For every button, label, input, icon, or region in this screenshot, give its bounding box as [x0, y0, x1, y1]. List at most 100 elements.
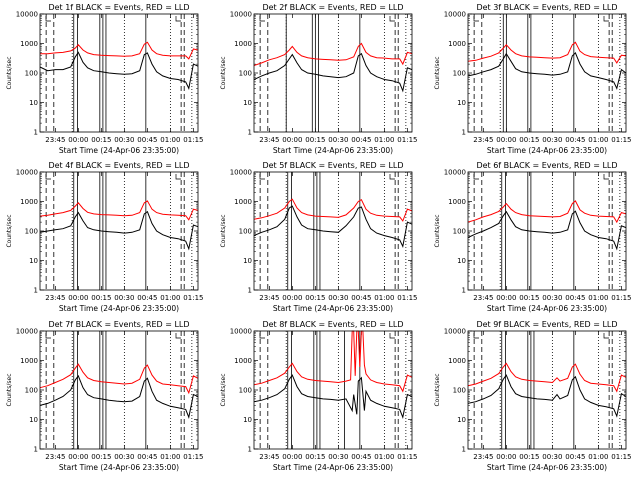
- corner-marker-glyph: [45, 16, 181, 22]
- y-tick-label: 100: [239, 228, 252, 236]
- panel-title: Det 3f BLACK = Events, RED = LLD: [476, 3, 617, 12]
- y-tick-label: 10: [29, 416, 38, 424]
- y-tick-label: 10: [29, 257, 38, 265]
- series-line-events: [253, 374, 413, 419]
- y-tick-label: 1000: [448, 357, 466, 365]
- x-axis-label: Start Time (24-Apr-06 23:35:00): [59, 304, 179, 313]
- x-tick-label: 00:30: [542, 453, 562, 461]
- y-tick-label: 1000: [234, 198, 252, 206]
- plot-frame: [253, 13, 413, 133]
- y-tick-label: 1: [34, 129, 38, 137]
- panel-det-5: Det 5f BLACK = Events, RED = LLD Counts/s…: [220, 161, 417, 313]
- x-axis-label: Start Time (24-Apr-06 23:35:00): [59, 463, 179, 472]
- x-tick-label: 00:45: [351, 136, 371, 144]
- y-tick-label: 10: [243, 257, 252, 265]
- y-tick-label: 10000: [230, 169, 252, 177]
- x-tick-label: 00:45: [137, 453, 157, 461]
- x-tick-label: 01:00: [374, 136, 394, 144]
- y-axis-label: Counts/sec: [220, 373, 227, 406]
- corner-marker-glyph: [259, 16, 395, 22]
- x-tick-label: 01:15: [183, 136, 203, 144]
- corner-marker-glyph: [45, 333, 181, 339]
- y-axis-label: Counts/sec: [434, 56, 441, 89]
- y-tick-label: 100: [25, 70, 38, 78]
- panel-title: Det 5f BLACK = Events, RED = LLD: [262, 161, 403, 170]
- x-tick-label: 00:00: [68, 136, 88, 144]
- panel-det-4: Det 4f BLACK = Events, RED = LLD Counts/s…: [6, 161, 203, 313]
- y-tick-label: 10: [457, 99, 466, 107]
- series-line-events: [253, 205, 413, 248]
- y-tick-label: 100: [239, 387, 252, 395]
- x-tick-label: 01:15: [397, 136, 417, 144]
- series-line-lld: [467, 41, 627, 64]
- y-tick-label: 100: [25, 228, 38, 236]
- panel-det-7: Det 7f BLACK = Events, RED = LLD Counts/s…: [6, 320, 203, 472]
- panel-title: Det 1f BLACK = Events, RED = LLD: [48, 3, 189, 12]
- y-tick-label: 100: [453, 228, 466, 236]
- series-line-events: [467, 210, 627, 251]
- series-line-events: [467, 374, 627, 418]
- x-tick-label: 00:00: [496, 136, 516, 144]
- x-tick-label: 01:00: [588, 294, 608, 302]
- corner-marker-glyph: [45, 174, 181, 180]
- x-tick-label: 00:15: [91, 294, 111, 302]
- x-tick-label: 00:15: [305, 453, 325, 461]
- y-tick-label: 100: [453, 387, 466, 395]
- panel-det-8: Det 8f BLACK = Events, RED = LLD Counts/s…: [220, 320, 417, 472]
- x-tick-label: 00:00: [68, 453, 88, 461]
- x-tick-label: 00:00: [496, 453, 516, 461]
- x-tick-label: 00:15: [91, 453, 111, 461]
- x-tick-label: 23:45: [45, 294, 65, 302]
- y-tick-label: 1: [462, 446, 466, 454]
- x-tick-label: 23:45: [473, 294, 493, 302]
- x-tick-label: 00:30: [114, 294, 134, 302]
- corner-marker-glyph: [473, 174, 609, 180]
- y-axis-label: Counts/sec: [434, 373, 441, 406]
- x-tick-label: 00:45: [351, 294, 371, 302]
- x-tick-label: 23:45: [259, 294, 279, 302]
- y-tick-label: 10000: [230, 11, 252, 19]
- x-tick-label: 01:15: [397, 453, 417, 461]
- plot-frame: [39, 330, 199, 450]
- plot-frame: [467, 171, 627, 291]
- x-tick-label: 00:45: [137, 136, 157, 144]
- y-tick-label: 1000: [448, 40, 466, 48]
- x-tick-label: 01:15: [183, 453, 203, 461]
- y-tick-label: 1: [248, 287, 252, 295]
- x-tick-label: 00:15: [519, 136, 539, 144]
- y-tick-label: 10: [29, 99, 38, 107]
- y-tick-label: 10: [457, 416, 466, 424]
- panel-det-2: Det 2f BLACK = Events, RED = LLD Counts/s…: [220, 3, 417, 155]
- x-tick-label: 00:45: [565, 136, 585, 144]
- y-tick-label: 100: [453, 70, 466, 78]
- x-tick-label: 01:00: [588, 136, 608, 144]
- x-tick-label: 23:45: [473, 136, 493, 144]
- x-tick-label: 00:30: [328, 136, 348, 144]
- x-tick-label: 01:15: [183, 294, 203, 302]
- x-tick-label: 00:15: [519, 294, 539, 302]
- x-tick-label: 01:00: [160, 294, 180, 302]
- x-tick-label: 01:15: [397, 294, 417, 302]
- y-tick-label: 1000: [20, 40, 38, 48]
- series-line-events: [253, 52, 413, 93]
- x-axis-label: Start Time (24-Apr-06 23:35:00): [273, 304, 393, 313]
- x-tick-label: 23:45: [45, 453, 65, 461]
- x-axis-label: Start Time (24-Apr-06 23:35:00): [487, 463, 607, 472]
- plot-frame: [467, 330, 627, 450]
- y-tick-label: 10000: [444, 328, 466, 336]
- x-axis-label: Start Time (24-Apr-06 23:35:00): [273, 463, 393, 472]
- x-axis-label: Start Time (24-Apr-06 23:35:00): [487, 146, 607, 155]
- y-tick-label: 10: [243, 99, 252, 107]
- panel-title: Det 7f BLACK = Events, RED = LLD: [48, 320, 189, 329]
- y-tick-label: 1: [248, 129, 252, 137]
- y-tick-label: 10000: [230, 328, 252, 336]
- y-tick-label: 100: [25, 387, 38, 395]
- x-tick-label: 01:00: [374, 294, 394, 302]
- y-tick-label: 10: [457, 257, 466, 265]
- x-tick-label: 00:30: [328, 294, 348, 302]
- x-tick-label: 00:15: [91, 136, 111, 144]
- x-tick-label: 00:15: [519, 453, 539, 461]
- series-line-events: [39, 374, 199, 419]
- series-line-lld: [253, 198, 413, 222]
- y-tick-label: 10000: [16, 11, 38, 19]
